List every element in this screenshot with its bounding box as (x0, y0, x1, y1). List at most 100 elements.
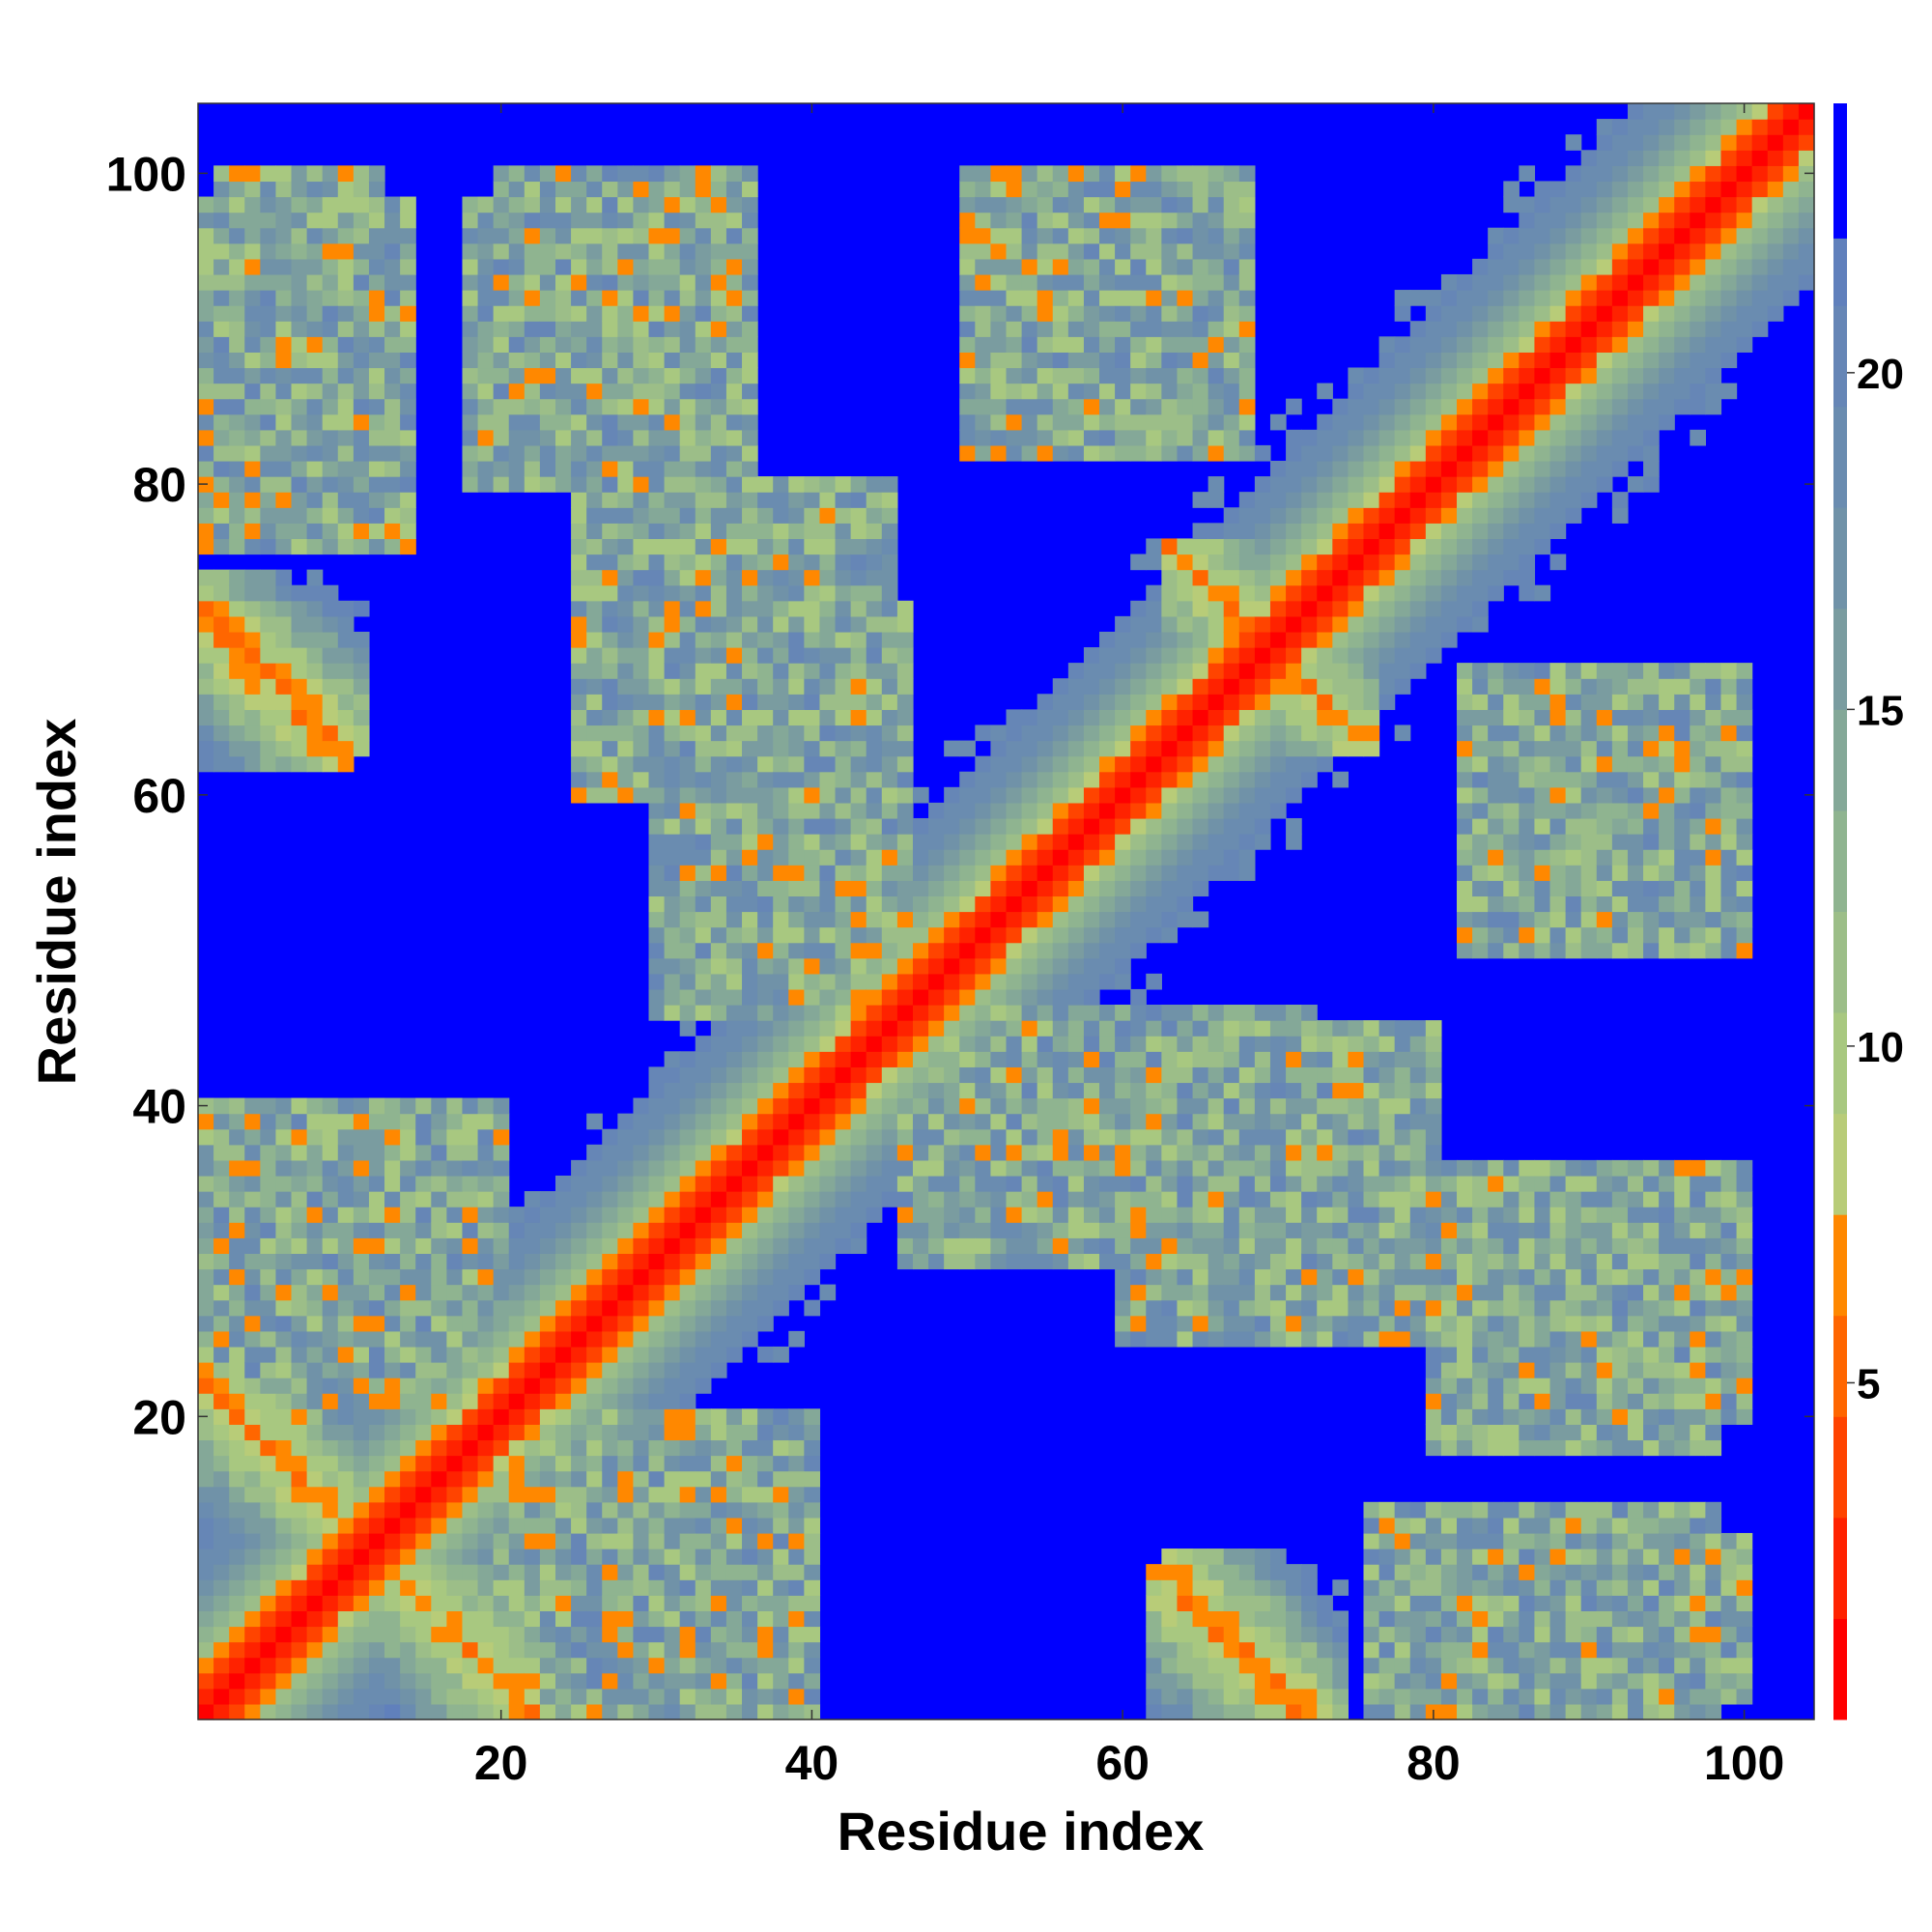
heatmap-cell (602, 1657, 618, 1674)
heatmap-cell (804, 1113, 821, 1130)
heatmap-cell (1161, 336, 1179, 353)
heatmap-cell (571, 1315, 587, 1332)
heatmap-cell (198, 492, 214, 508)
heatmap-cell (229, 165, 245, 183)
heatmap-cell (337, 227, 355, 244)
heatmap-cell (896, 615, 914, 633)
heatmap-cell (990, 1191, 1008, 1208)
heatmap-cell (990, 1066, 1008, 1084)
heatmap-cell (695, 802, 712, 819)
heatmap-cell (788, 834, 805, 850)
heatmap-cell (757, 600, 774, 617)
heatmap-cell (384, 1455, 401, 1472)
heatmap-cell (368, 1424, 385, 1441)
heatmap-cell (1037, 957, 1054, 975)
heatmap-cell (695, 1036, 712, 1052)
heatmap-cell (1301, 1237, 1318, 1255)
heatmap-cell (866, 1175, 883, 1192)
heatmap-cell (1286, 444, 1302, 462)
heatmap-cell (260, 476, 277, 493)
heatmap-cell (1208, 1113, 1225, 1130)
heatmap-cell (633, 1268, 650, 1286)
heatmap-cell (446, 1393, 464, 1409)
heatmap-cell (850, 724, 867, 742)
heatmap-cell (1269, 584, 1287, 602)
heatmap-cell (1006, 895, 1023, 913)
heatmap-cell (788, 1486, 805, 1503)
heatmap-cell (431, 1128, 447, 1146)
heatmap-cell (1006, 849, 1023, 866)
heatmap-cell (260, 273, 277, 291)
heatmap-cell (648, 957, 666, 975)
heatmap-cell (493, 336, 510, 353)
heatmap-cell (1332, 1097, 1350, 1115)
heatmap-cell (554, 1408, 572, 1425)
heatmap-cell (213, 1330, 230, 1348)
heatmap-cell (1238, 336, 1256, 353)
heatmap-cell (571, 258, 587, 275)
heatmap-cell (260, 569, 277, 586)
heatmap-cell (198, 1315, 214, 1332)
heatmap-cell (788, 1253, 805, 1270)
heatmap-cell (1269, 476, 1287, 493)
heatmap-cell (462, 1268, 479, 1286)
heatmap-cell (337, 305, 355, 322)
heatmap-cell (384, 1548, 401, 1565)
heatmap-cell (695, 1610, 712, 1628)
heatmap-cell (1208, 1020, 1225, 1037)
heatmap-cell (524, 1439, 541, 1457)
heatmap-cell (1067, 786, 1085, 804)
heatmap-cell (571, 492, 587, 508)
heatmap-cell (213, 1362, 230, 1378)
heatmap-cell (881, 895, 898, 913)
heatmap-cell (804, 615, 821, 633)
heatmap-cell (337, 1688, 355, 1705)
heatmap-cell (1006, 1237, 1023, 1255)
heatmap-cell (788, 1688, 805, 1705)
heatmap-cell (742, 1020, 758, 1037)
heatmap-cell (400, 1330, 416, 1348)
heatmap-cell (1238, 1020, 1256, 1037)
heatmap-cell (539, 258, 556, 275)
heatmap-cell (229, 1393, 245, 1409)
heatmap-cell (1238, 523, 1256, 540)
heatmap-cell (275, 165, 293, 183)
heatmap-cell (415, 1378, 432, 1394)
heatmap-cell (198, 507, 214, 524)
heatmap-cell (306, 429, 324, 446)
heatmap-cell (742, 258, 758, 275)
heatmap-cell (648, 694, 666, 710)
heatmap-cell (617, 1284, 635, 1301)
heatmap-cell (1192, 755, 1209, 773)
heatmap-cell (337, 1517, 355, 1534)
heatmap-cell (1052, 724, 1069, 742)
heatmap-cell (804, 1595, 821, 1611)
heatmap-cell (1099, 258, 1116, 275)
heatmap-cell (1301, 1688, 1318, 1705)
heatmap-cell (648, 1641, 666, 1659)
heatmap-cell (337, 196, 355, 213)
heatmap-cell (835, 1020, 852, 1037)
heatmap-cell (1161, 1548, 1179, 1565)
heatmap-cell (757, 615, 774, 633)
heatmap-cell (757, 865, 774, 881)
heatmap-cell (1363, 1253, 1380, 1270)
heatmap-cell (539, 1626, 556, 1643)
heatmap-cell (275, 1501, 293, 1519)
heatmap-cell (1130, 1051, 1147, 1067)
heatmap-cell (896, 1191, 914, 1208)
heatmap-cell (679, 336, 696, 353)
heatmap-cell (462, 1315, 479, 1332)
heatmap-cell (1037, 880, 1054, 897)
heatmap-cell (679, 1191, 696, 1208)
heatmap-cell (1037, 398, 1054, 415)
heatmap-cell (804, 1299, 821, 1317)
heatmap-cell (229, 1532, 245, 1549)
heatmap-cell (213, 1222, 230, 1238)
heatmap-cell (306, 1641, 324, 1659)
heatmap-cell (353, 1237, 370, 1255)
heatmap-cell (1223, 1036, 1240, 1052)
heatmap-cell (198, 1595, 214, 1611)
heatmap-cell (1269, 740, 1287, 757)
heatmap-cell (446, 1222, 464, 1238)
